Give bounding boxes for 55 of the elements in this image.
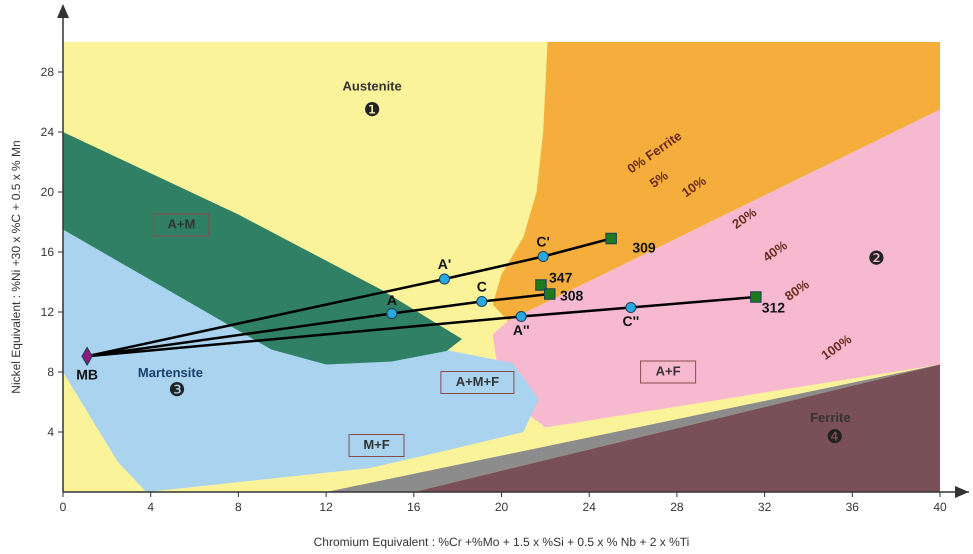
- x-tick-label: 28: [670, 500, 684, 514]
- annotation: 308: [560, 288, 584, 304]
- annotation: A+M: [167, 216, 196, 232]
- point: [516, 310, 527, 322]
- annotation: 40%: [760, 237, 790, 265]
- x-tick-label: 20: [494, 500, 508, 514]
- y-tick-label: 20: [40, 185, 54, 200]
- x-tick-label: 40: [933, 500, 947, 514]
- y-tick-label: 28: [40, 65, 54, 80]
- annotation: Austenite: [342, 78, 402, 94]
- annotation: Ferrite: [810, 410, 851, 425]
- x-tick-label: 32: [758, 500, 772, 514]
- point: [625, 302, 636, 314]
- x-tick-label: 16: [407, 500, 421, 514]
- annotation: MB: [76, 366, 98, 382]
- annotation: M+F: [363, 436, 390, 452]
- y-tick-label: 16: [40, 245, 54, 260]
- annotation: C: [476, 278, 487, 295]
- y-tick-label: 4: [47, 425, 54, 440]
- annotation: ❶: [364, 99, 381, 122]
- point: [544, 288, 556, 300]
- x-tick-label: 24: [582, 500, 596, 514]
- point: [535, 279, 547, 291]
- point: [476, 296, 488, 308]
- annotation: 309: [632, 240, 656, 256]
- annotation: A+M+F: [456, 374, 500, 389]
- annotation: ❸: [168, 378, 186, 401]
- annotation: 10%: [678, 172, 710, 200]
- x-tick-label: 8: [235, 500, 242, 514]
- annotation: 20%: [729, 204, 760, 232]
- annotation: C'': [622, 313, 640, 330]
- x-tick-label: 0: [60, 500, 67, 514]
- y-axis-title: Nickel Equivalent : %Ni +30 x %C + 0.5 x % Mn: [9, 140, 23, 394]
- x-tick-label: 36: [846, 500, 860, 514]
- annotation: A: [386, 292, 397, 308]
- annotation: ❹: [826, 426, 844, 448]
- annotation: A': [438, 256, 452, 272]
- annotation: Martensite: [138, 364, 203, 380]
- annotation: 5%: [646, 167, 672, 191]
- annotation: A+F: [656, 363, 681, 378]
- point: [538, 250, 549, 262]
- point: [605, 232, 617, 244]
- x-tick-label: 4: [147, 500, 154, 514]
- y-tick-label: 24: [40, 125, 54, 140]
- y-tick-label: 8: [47, 365, 54, 380]
- annotation: 347: [549, 270, 573, 286]
- annotation: ❷: [868, 248, 885, 270]
- x-tick-label: 12: [319, 500, 334, 514]
- y-tick-label: 12: [40, 305, 54, 320]
- point: [750, 291, 762, 303]
- point: [438, 273, 450, 285]
- annotation: C': [536, 234, 550, 250]
- annotation: A'': [512, 322, 530, 338]
- point: [386, 308, 398, 320]
- x-axis-title: Chromium Equivalent : %Cr +%Mo + 1.5 x %Si + 0.5 x % Nb + 2 x %Ti: [314, 535, 690, 549]
